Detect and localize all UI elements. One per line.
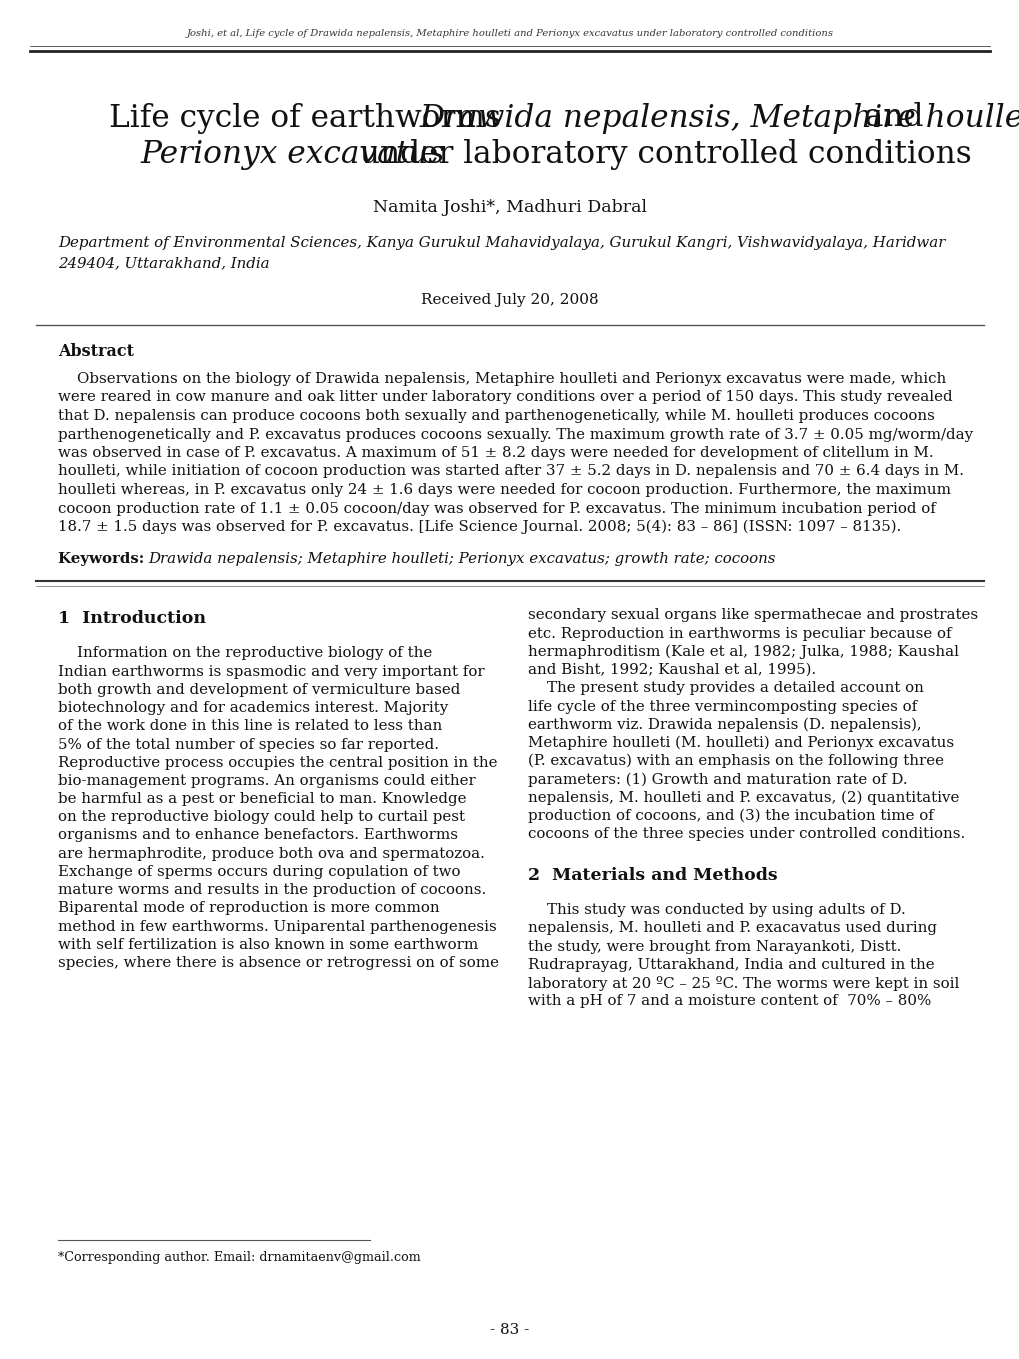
Text: with a pH of 7 and a moisture content of  70% – 80%: with a pH of 7 and a moisture content of… (528, 993, 930, 1008)
Text: Perionyx excavatus: Perionyx excavatus (140, 140, 444, 170)
Text: parameters: (1) Growth and maturation rate of D.: parameters: (1) Growth and maturation ra… (528, 772, 907, 787)
Text: cocoons of the three species under controlled conditions.: cocoons of the three species under contr… (528, 826, 964, 841)
Text: Indian earthworms is spasmodic and very important for: Indian earthworms is spasmodic and very … (58, 665, 484, 678)
Text: 18.7 ± 1.5 days was observed for P. excavatus. [Life Science Journal. 2008; 5(4): 18.7 ± 1.5 days was observed for P. exca… (58, 520, 901, 534)
Text: production of cocoons, and (3) the incubation time of: production of cocoons, and (3) the incub… (528, 809, 933, 824)
Text: Drawida nepalensis; Metaphire houlleti; Perionyx excavatus; growth rate; cocoons: Drawida nepalensis; Metaphire houlleti; … (148, 552, 774, 565)
Text: were reared in cow manure and oak litter under laboratory conditions over a peri: were reared in cow manure and oak litter… (58, 390, 952, 405)
Text: (P. excavatus) with an emphasis on the following three: (P. excavatus) with an emphasis on the f… (528, 754, 943, 768)
Text: 1  Introduction: 1 Introduction (58, 610, 206, 626)
Text: on the reproductive biology could help to curtail pest: on the reproductive biology could help t… (58, 810, 465, 825)
Text: Joshi, et al, Life cycle of Drawida nepalensis, Metaphire houlleti and Perionyx : Joshi, et al, Life cycle of Drawida nepa… (186, 29, 833, 38)
Text: Metaphire houlleti (M. houlleti) and Perionyx excavatus: Metaphire houlleti (M. houlleti) and Per… (528, 737, 953, 750)
Text: The present study provides a detailed account on: The present study provides a detailed ac… (528, 681, 923, 696)
Text: hermaphroditism (Kale et al, 1982; Julka, 1988; Kaushal: hermaphroditism (Kale et al, 1982; Julka… (528, 646, 958, 659)
Text: life cycle of the three vermincomposting species of: life cycle of the three vermincomposting… (528, 700, 916, 713)
Text: Received July 20, 2008: Received July 20, 2008 (421, 294, 598, 307)
Text: parthenogenetically and P. excavatus produces cocoons sexually. The maximum grow: parthenogenetically and P. excavatus pro… (58, 428, 972, 442)
Text: biotechnology and for academics interest. Majority: biotechnology and for academics interest… (58, 701, 447, 715)
Text: etc. Reproduction in earthworms is peculiar because of: etc. Reproduction in earthworms is pecul… (528, 626, 951, 640)
Text: Exchange of sperms occurs during copulation of two: Exchange of sperms occurs during copulat… (58, 864, 460, 879)
Text: and Bisht, 1992; Kaushal et al, 1995).: and Bisht, 1992; Kaushal et al, 1995). (528, 663, 815, 677)
Text: under laboratory controlled conditions: under laboratory controlled conditions (350, 140, 971, 170)
Text: houlleti whereas, in P. excavatus only 24 ± 1.6 days were needed for cocoon prod: houlleti whereas, in P. excavatus only 2… (58, 482, 950, 497)
Text: Rudraprayag, Uttarakhand, India and cultured in the: Rudraprayag, Uttarakhand, India and cult… (528, 958, 933, 972)
Text: and: and (854, 102, 922, 133)
Text: of the work done in this line is related to less than: of the work done in this line is related… (58, 719, 442, 734)
Text: species, where there is absence or retrogressi on of some: species, where there is absence or retro… (58, 955, 498, 970)
Text: with self fertilization is also known in some earthworm: with self fertilization is also known in… (58, 938, 478, 951)
Text: that D. nepalensis can produce cocoons both sexually and parthenogenetically, wh: that D. nepalensis can produce cocoons b… (58, 409, 934, 423)
Text: secondary sexual organs like spermathecae and prostrates: secondary sexual organs like spermatheca… (528, 609, 977, 622)
Text: Abstract: Abstract (58, 344, 133, 360)
Text: Biparental mode of reproduction is more common: Biparental mode of reproduction is more … (58, 901, 439, 916)
Text: was observed in case of P. excavatus. A maximum of 51 ± 8.2 days were needed for: was observed in case of P. excavatus. A … (58, 446, 932, 459)
Text: nepalensis, M. houlleti and P. exacavatus used during: nepalensis, M. houlleti and P. exacavatu… (528, 921, 936, 935)
Text: Drawida nepalensis, Metaphire houlleti: Drawida nepalensis, Metaphire houlleti (419, 102, 1019, 133)
Text: Observations on the biology of Drawida nepalensis, Metaphire houlleti and Perion: Observations on the biology of Drawida n… (58, 372, 946, 386)
Text: 249404, Uttarakhand, India: 249404, Uttarakhand, India (58, 255, 269, 270)
Text: mature worms and results in the production of cocoons.: mature worms and results in the producti… (58, 883, 486, 897)
Text: - 83 -: - 83 - (490, 1324, 529, 1337)
Text: are hermaphrodite, produce both ova and spermatozoa.: are hermaphrodite, produce both ova and … (58, 847, 484, 860)
Text: cocoon production rate of 1.1 ± 0.05 cocoon/day was observed for P. excavatus. T: cocoon production rate of 1.1 ± 0.05 coc… (58, 501, 935, 515)
Text: method in few earthworms. Uniparental parthenogenesis: method in few earthworms. Uniparental pa… (58, 920, 496, 934)
Text: Namita Joshi*, Madhuri Dabral: Namita Joshi*, Madhuri Dabral (373, 198, 646, 216)
Text: nepalensis, M. houlleti and P. excavatus, (2) quantitative: nepalensis, M. houlleti and P. excavatus… (528, 791, 959, 805)
Text: Information on the reproductive biology of the: Information on the reproductive biology … (58, 647, 432, 660)
Text: Department of Environmental Sciences, Kanya Gurukul Mahavidyalaya, Gurukul Kangr: Department of Environmental Sciences, Ka… (58, 236, 945, 250)
Text: 5% of the total number of species so far reported.: 5% of the total number of species so far… (58, 738, 438, 752)
Text: organisms and to enhance benefactors. Earthworms: organisms and to enhance benefactors. Ea… (58, 829, 458, 843)
Text: laboratory at 20 ºC – 25 ºC. The worms were kept in soil: laboratory at 20 ºC – 25 ºC. The worms w… (528, 976, 959, 991)
Text: the study, were brought from Narayankoti, Distt.: the study, were brought from Narayankoti… (528, 939, 901, 954)
Text: Life cycle of earthworms: Life cycle of earthworms (109, 102, 511, 133)
Text: Reproductive process occupies the central position in the: Reproductive process occupies the centra… (58, 756, 497, 769)
Text: bio-management programs. An organisms could either: bio-management programs. An organisms co… (58, 773, 475, 788)
Text: be harmful as a pest or beneficial to man. Knowledge: be harmful as a pest or beneficial to ma… (58, 792, 466, 806)
Text: *Corresponding author. Email: drnamitaenv@gmail.com: *Corresponding author. Email: drnamitaen… (58, 1252, 421, 1264)
Text: both growth and development of vermiculture based: both growth and development of vermicult… (58, 684, 460, 697)
Text: This study was conducted by using adults of D.: This study was conducted by using adults… (528, 904, 905, 917)
Text: 2  Materials and Methods: 2 Materials and Methods (528, 867, 776, 883)
Text: earthworm viz. Drawida nepalensis (D. nepalensis),: earthworm viz. Drawida nepalensis (D. ne… (528, 718, 921, 733)
Text: Keywords:: Keywords: (58, 552, 150, 565)
Text: houlleti, while initiation of cocoon production was started after 37 ± 5.2 days : houlleti, while initiation of cocoon pro… (58, 465, 963, 478)
